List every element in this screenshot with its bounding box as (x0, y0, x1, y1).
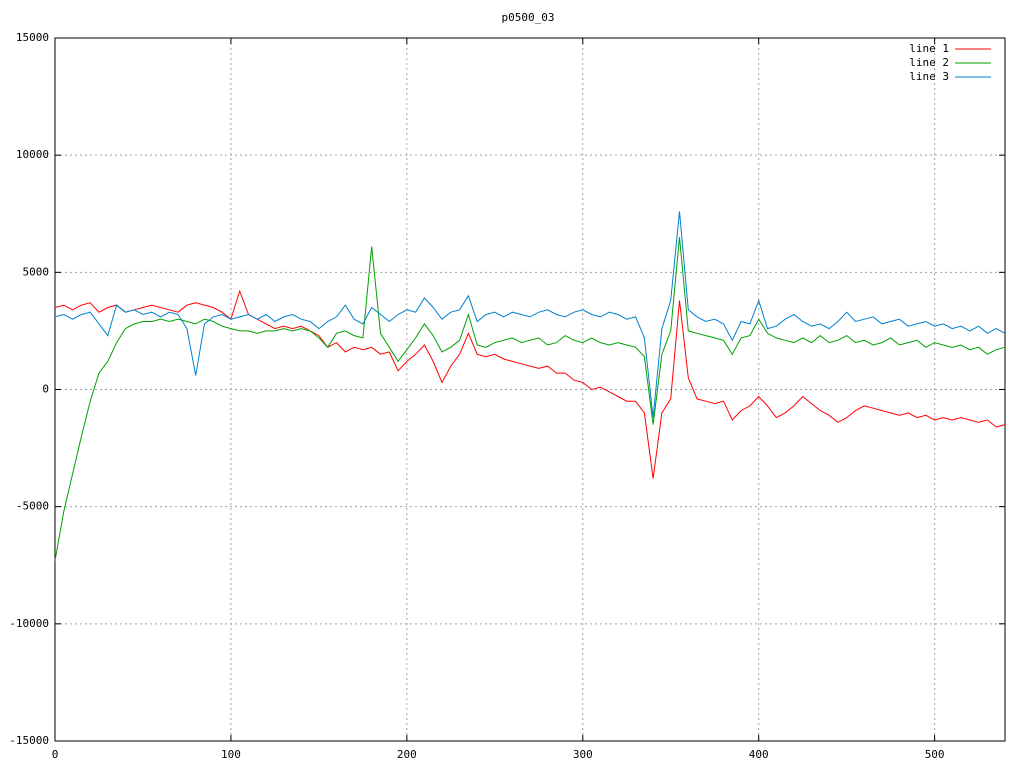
x-tick-label: 500 (925, 748, 945, 761)
x-tick-label: 200 (397, 748, 417, 761)
y-tick-label: -5000 (16, 500, 49, 513)
data-line (54, 237, 1006, 561)
y-tick-label: 5000 (23, 265, 50, 278)
x-tick-label: 300 (573, 748, 593, 761)
y-tick-label: 15000 (16, 31, 49, 44)
legend-label: line 3 (909, 70, 949, 83)
data-line (54, 289, 1006, 479)
x-tick-label: 100 (221, 748, 241, 761)
y-tick-label: -15000 (9, 734, 49, 747)
x-tick-label: 0 (52, 748, 59, 761)
y-tick-label: 0 (42, 383, 49, 396)
y-tick-label: -10000 (9, 617, 49, 630)
legend-label: line 2 (909, 56, 949, 69)
plot-frame (54, 37, 1006, 742)
y-tick-label: 10000 (16, 148, 49, 161)
legend-label: line 1 (909, 42, 949, 55)
chart-title: p0500_03 (502, 11, 555, 24)
data-line (54, 211, 1006, 418)
x-tick-label: 400 (749, 748, 769, 761)
